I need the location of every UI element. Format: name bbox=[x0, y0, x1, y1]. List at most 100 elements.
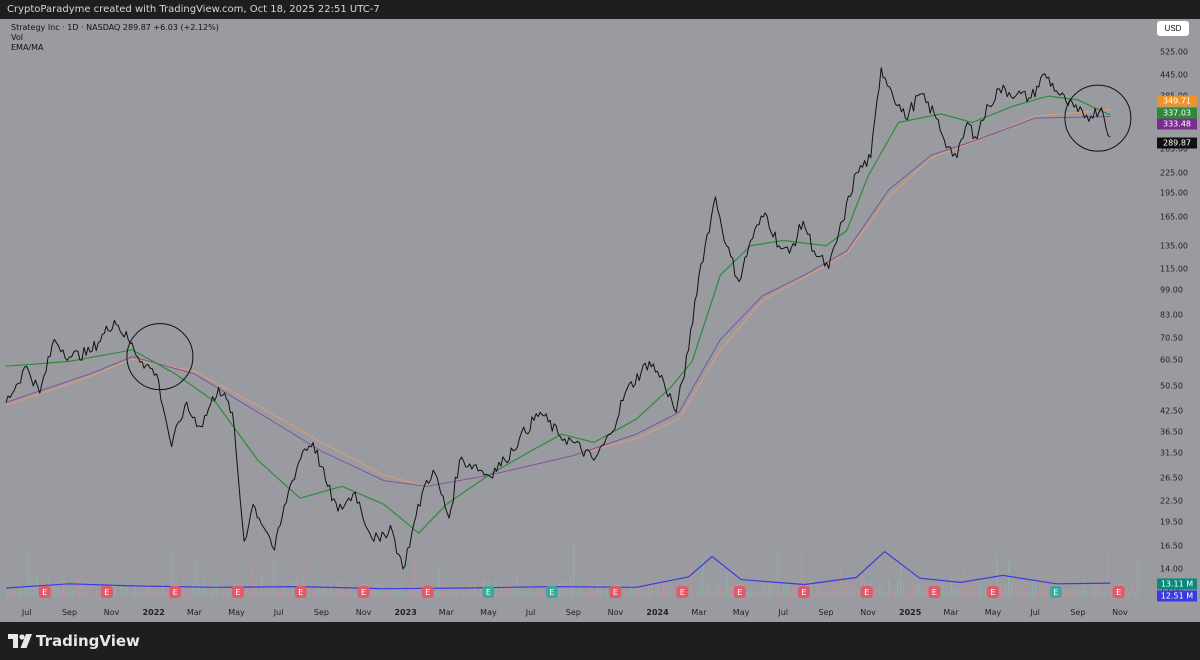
earnings-marker-label: E bbox=[486, 588, 491, 597]
volume-bar bbox=[348, 584, 350, 597]
volume-bar bbox=[966, 583, 968, 597]
price-badge: 289.87 bbox=[1157, 137, 1197, 149]
volume-bar bbox=[138, 591, 140, 597]
chart-frame[interactable]: E E E E E E E E E E E E E E E E E E Strategy Inc · 1D · N… bbox=[0, 19, 1200, 622]
volume-bar bbox=[135, 584, 137, 597]
volume-bar bbox=[1134, 590, 1136, 597]
volume-bar bbox=[276, 588, 278, 597]
earnings-marker[interactable] bbox=[294, 586, 307, 598]
earnings-marker[interactable] bbox=[38, 586, 51, 598]
volume-ma-line[interactable] bbox=[5, 550, 1111, 590]
volume-bar bbox=[1080, 590, 1082, 597]
earnings-marker[interactable] bbox=[100, 586, 113, 598]
volume-bar bbox=[648, 583, 650, 597]
volume-bar bbox=[219, 587, 221, 597]
volume-bar bbox=[543, 579, 545, 597]
volume-bar bbox=[501, 582, 503, 597]
price-line[interactable] bbox=[5, 67, 1111, 570]
volume-bar bbox=[387, 591, 389, 597]
volume-bar bbox=[396, 586, 398, 597]
earnings-marker[interactable] bbox=[928, 586, 941, 598]
earnings-marker[interactable] bbox=[609, 586, 622, 598]
earnings-marker-label: E bbox=[801, 588, 806, 597]
volume-bar bbox=[717, 585, 719, 597]
time-year-label: 2024 bbox=[646, 608, 669, 617]
volume-legend[interactable]: Vol bbox=[11, 33, 23, 42]
volume-bar bbox=[468, 585, 470, 597]
ma-purple-line[interactable] bbox=[5, 116, 1111, 487]
volume-bar bbox=[351, 583, 353, 597]
time-axis[interactable]: Jul Sep Nov 2022 Mar May Jul Sep Nov 2023 Mar May Ju… bbox=[0, 599, 1146, 622]
time-month-label: Nov bbox=[607, 608, 624, 617]
earnings-marker[interactable] bbox=[482, 586, 495, 598]
volume-bar bbox=[1014, 582, 1016, 597]
volume-bar bbox=[1068, 591, 1070, 597]
ema-green-line[interactable] bbox=[5, 95, 1111, 534]
earnings-marker-label: E bbox=[173, 588, 178, 597]
earnings-marker[interactable] bbox=[676, 586, 689, 598]
volume-bar bbox=[456, 588, 458, 597]
volume-bar bbox=[1074, 589, 1076, 597]
volume-bar bbox=[810, 580, 812, 597]
footer-bar: TradingView bbox=[0, 622, 1200, 660]
volume-bar bbox=[480, 582, 482, 597]
earnings-marker[interactable] bbox=[357, 586, 370, 598]
earnings-marker[interactable] bbox=[860, 586, 873, 598]
volume-bar bbox=[6, 586, 8, 597]
volume-bar bbox=[723, 591, 725, 597]
earnings-marker[interactable] bbox=[231, 586, 244, 598]
earnings-marker-label: E bbox=[1053, 588, 1058, 597]
price-scale[interactable]: 625.00525.00445.00385.00265.00225.00195.… bbox=[1146, 19, 1200, 602]
volume-bar bbox=[771, 584, 773, 597]
volume-bar bbox=[1011, 582, 1013, 597]
price-badge: 12.51 M bbox=[1157, 590, 1197, 602]
time-month-label: May bbox=[480, 608, 497, 617]
volume-bar bbox=[951, 574, 953, 597]
earnings-marker[interactable] bbox=[986, 586, 999, 598]
volume-bar bbox=[708, 585, 710, 597]
volume-bar bbox=[201, 585, 203, 597]
earnings-marker-label: E bbox=[361, 588, 366, 597]
earnings-marker[interactable] bbox=[545, 586, 558, 598]
volume-bar bbox=[945, 590, 947, 597]
volume-bar bbox=[90, 582, 92, 597]
ma-orange-line[interactable] bbox=[5, 109, 1111, 487]
earnings-marker[interactable] bbox=[1049, 586, 1062, 598]
volume-bar bbox=[531, 591, 533, 597]
earnings-marker[interactable] bbox=[1112, 586, 1125, 598]
volume-bar bbox=[288, 591, 290, 597]
earnings-marker[interactable] bbox=[421, 586, 434, 598]
volume-bar bbox=[345, 587, 347, 597]
volume-bar bbox=[369, 591, 371, 597]
volume-bar bbox=[852, 582, 854, 597]
volume-bar bbox=[333, 592, 335, 597]
volume-bar bbox=[642, 591, 644, 597]
tradingview-logo[interactable]: TradingView bbox=[8, 632, 140, 650]
price-tick-label: 26.50 bbox=[1160, 473, 1183, 483]
volume-bar bbox=[153, 591, 155, 597]
earnings-marker[interactable] bbox=[169, 586, 182, 598]
volume-bar bbox=[57, 586, 59, 597]
time-month-label: Mar bbox=[691, 608, 707, 617]
ema-ma-legend[interactable]: EMA/MA bbox=[11, 43, 44, 52]
earnings-marker-label: E bbox=[235, 588, 240, 597]
volume-bar bbox=[228, 588, 230, 597]
time-month-label: Jul bbox=[21, 608, 32, 617]
currency-button[interactable]: USD bbox=[1157, 21, 1189, 36]
volume-bar bbox=[129, 589, 131, 597]
volume-bar bbox=[306, 585, 308, 597]
volume-bar bbox=[261, 573, 263, 597]
volume-bar bbox=[888, 579, 890, 597]
time-month-label: Mar bbox=[943, 608, 959, 617]
symbol-legend[interactable]: Strategy Inc · 1D · NASDAQ 289.87 +6.03 … bbox=[11, 23, 219, 32]
price-tick-label: 70.50 bbox=[1160, 333, 1183, 343]
earnings-marker[interactable] bbox=[797, 586, 810, 598]
volume-bar bbox=[96, 586, 98, 597]
volume-bar bbox=[141, 592, 143, 597]
volume-bar bbox=[948, 592, 950, 597]
chart-legend: Strategy Inc · 1D · NASDAQ 289.87 +6.03 … bbox=[11, 23, 219, 53]
volume-bar bbox=[792, 584, 794, 597]
earnings-marker[interactable] bbox=[733, 586, 746, 598]
price-tick-label: 195.00 bbox=[1160, 188, 1188, 198]
